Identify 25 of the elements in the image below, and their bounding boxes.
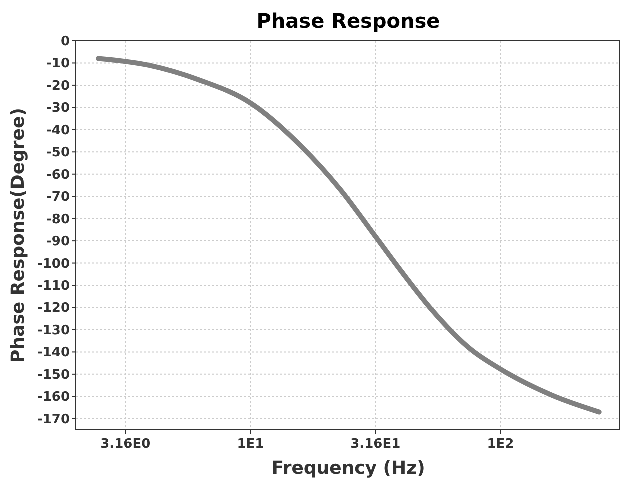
y-tick-label: -60 [46,168,70,183]
y-tick-label: -160 [37,390,70,406]
y-axis-title: Phase Response(Degree) [8,108,29,363]
chart-title: Phase Response [256,9,440,33]
y-tick-label: -120 [37,301,70,316]
y-tick-label: -70 [46,190,70,206]
x-tick-label: 3.16E1 [350,437,401,452]
y-tick-label: -150 [37,368,70,383]
y-tick-label: -30 [46,101,70,116]
x-tick-label: 1E2 [487,437,514,452]
y-tick-label: 0 [60,34,70,50]
y-tick-label: -80 [46,212,70,228]
y-tick-label: -140 [37,346,70,361]
x-tick-label: 1E1 [237,437,264,452]
y-tick-label: -40 [46,123,70,138]
y-tick-label: -20 [46,78,70,94]
y-tick-label: -10 [46,56,70,72]
y-tick-label: -100 [37,256,70,272]
y-tick-label: -170 [37,412,70,428]
x-tick-label: 3.16E0 [100,437,151,452]
y-tick-label: -90 [46,234,70,250]
x-axis-title: Frequency (Hz) [272,458,426,479]
y-tick-label: -130 [37,323,70,338]
y-tick-label: -110 [37,279,70,294]
y-tick-label: -50 [46,146,70,161]
